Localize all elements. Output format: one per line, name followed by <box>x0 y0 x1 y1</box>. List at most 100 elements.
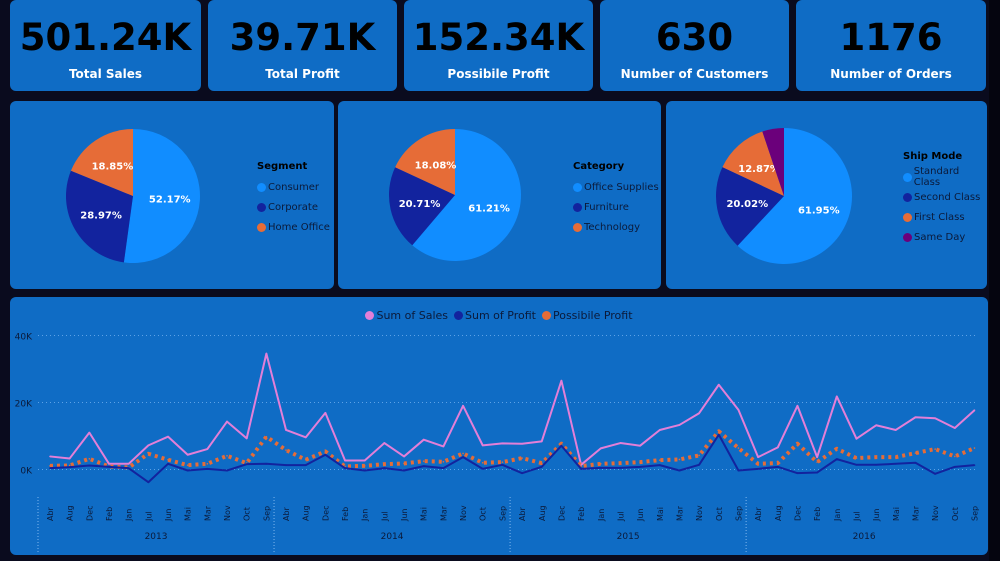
data-point[interactable] <box>363 469 366 472</box>
data-point[interactable] <box>639 444 641 447</box>
data-point[interactable] <box>403 462 405 465</box>
data-point[interactable] <box>167 463 169 465</box>
data-point[interactable] <box>206 463 209 465</box>
data-point[interactable] <box>599 447 602 450</box>
data-point[interactable] <box>973 447 976 449</box>
data-point[interactable] <box>678 469 681 472</box>
data-point[interactable] <box>49 467 51 469</box>
data-point[interactable] <box>816 461 818 463</box>
data-point[interactable] <box>855 464 858 466</box>
data-point[interactable] <box>796 442 799 445</box>
data-point[interactable] <box>481 462 484 464</box>
data-point[interactable] <box>658 459 661 461</box>
sales-profit-line-chart[interactable]: Sum of Sales Sum of Profit Possibile Pro… <box>10 297 988 555</box>
data-point[interactable] <box>68 466 71 468</box>
data-point[interactable] <box>88 457 91 460</box>
data-point[interactable] <box>954 427 956 429</box>
pie-slice-same-day[interactable] <box>762 128 784 196</box>
data-point[interactable] <box>442 445 445 448</box>
data-point[interactable] <box>599 467 602 469</box>
data-point[interactable] <box>836 395 838 398</box>
data-point[interactable] <box>147 481 150 484</box>
data-point[interactable] <box>954 455 956 458</box>
data-point[interactable] <box>481 444 484 447</box>
data-point[interactable] <box>816 456 818 458</box>
data-point[interactable] <box>895 429 897 431</box>
data-point[interactable] <box>88 431 91 434</box>
data-point[interactable] <box>895 463 897 465</box>
segment-pie-chart[interactable]: 52.17% 28.97% 18.85% Segment Consumer Corpora… <box>10 101 334 289</box>
legend-item-profit[interactable]: Sum of Profit <box>454 309 536 322</box>
legend-item[interactable]: Consumer <box>257 177 330 197</box>
pie-slice-first-class[interactable] <box>722 131 784 196</box>
legend-item[interactable]: Office Supplies <box>573 177 659 197</box>
data-point[interactable] <box>422 460 425 462</box>
data-point[interactable] <box>226 469 228 472</box>
data-point[interactable] <box>619 442 622 444</box>
data-point[interactable] <box>619 462 622 464</box>
data-point[interactable] <box>186 453 189 456</box>
data-point[interactable] <box>324 412 327 414</box>
data-point[interactable] <box>127 463 130 465</box>
data-point[interactable] <box>855 437 858 440</box>
pie-slice-furniture[interactable] <box>389 167 455 246</box>
data-point[interactable] <box>167 435 169 438</box>
data-point[interactable] <box>875 424 877 427</box>
data-point[interactable] <box>816 471 818 474</box>
pie-slice-office-supplies[interactable] <box>412 129 521 261</box>
data-point[interactable] <box>521 457 523 459</box>
data-point[interactable] <box>639 466 641 468</box>
data-point[interactable] <box>678 424 681 426</box>
data-point[interactable] <box>147 452 150 455</box>
legend-item[interactable]: Standard Class <box>903 166 987 188</box>
data-point[interactable] <box>363 459 366 462</box>
data-point[interactable] <box>895 456 897 458</box>
data-point[interactable] <box>49 455 51 458</box>
data-point[interactable] <box>383 463 386 465</box>
data-point[interactable] <box>855 457 858 459</box>
data-point[interactable] <box>422 465 425 467</box>
data-point[interactable] <box>737 409 740 411</box>
data-point[interactable] <box>678 458 681 461</box>
data-point[interactable] <box>226 420 228 423</box>
data-point[interactable] <box>442 467 445 469</box>
data-point[interactable] <box>265 463 268 465</box>
data-point[interactable] <box>914 462 917 464</box>
data-point[interactable] <box>304 464 307 466</box>
data-point[interactable] <box>954 466 956 468</box>
data-point[interactable] <box>422 438 425 441</box>
series-line-possibile-profit[interactable] <box>49 429 976 470</box>
data-point[interactable] <box>619 467 622 469</box>
data-point[interactable] <box>383 467 386 469</box>
data-point[interactable] <box>776 466 779 468</box>
data-point[interactable] <box>875 456 877 458</box>
data-point[interactable] <box>836 447 838 450</box>
pie-slice-consumer[interactable] <box>123 129 200 263</box>
legend-item[interactable]: Second Class <box>903 187 987 207</box>
data-point[interactable] <box>245 437 248 440</box>
pie-slice-home-office[interactable] <box>70 129 133 196</box>
data-point[interactable] <box>265 435 268 438</box>
data-point[interactable] <box>265 352 268 355</box>
data-point[interactable] <box>324 453 327 456</box>
data-point[interactable] <box>796 405 799 407</box>
pie-slice-second-class[interactable] <box>716 167 784 246</box>
data-point[interactable] <box>836 458 838 460</box>
data-point[interactable] <box>344 459 346 462</box>
data-point[interactable] <box>658 429 661 431</box>
data-point[interactable] <box>717 433 720 436</box>
pie-slice-standard-class[interactable] <box>737 128 852 264</box>
data-point[interactable] <box>147 444 150 447</box>
data-point[interactable] <box>540 462 543 464</box>
data-point[interactable] <box>639 461 641 463</box>
series-line-sum-of-sales[interactable] <box>49 352 976 466</box>
data-point[interactable] <box>186 464 189 466</box>
data-point[interactable] <box>560 444 563 447</box>
data-point[interactable] <box>560 442 563 445</box>
data-point[interactable] <box>914 452 917 454</box>
legend-item[interactable]: Home Office <box>257 217 330 237</box>
data-point[interactable] <box>304 436 307 439</box>
data-point[interactable] <box>776 462 779 464</box>
data-point[interactable] <box>717 383 720 386</box>
series-line-sum-of-profit[interactable] <box>49 433 975 484</box>
